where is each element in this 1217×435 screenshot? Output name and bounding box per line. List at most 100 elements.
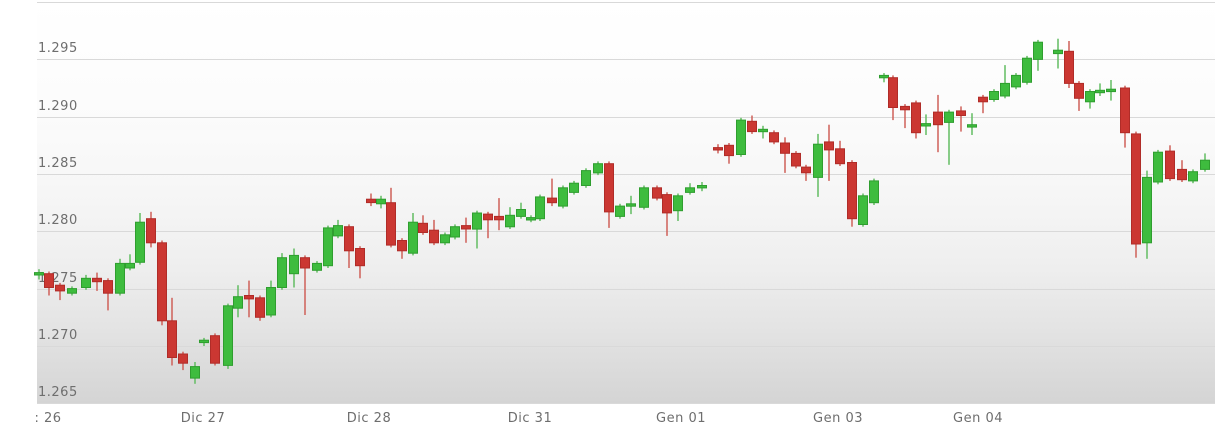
candle-up[interactable]: [813, 143, 823, 178]
candle-down[interactable]: [933, 111, 943, 126]
candle-down[interactable]: [146, 218, 156, 244]
candle-up[interactable]: [1153, 151, 1163, 183]
candle-up[interactable]: [135, 221, 145, 263]
candle-down[interactable]: [847, 162, 857, 220]
candle-down[interactable]: [978, 96, 988, 103]
candle-down[interactable]: [55, 284, 65, 292]
candle-up[interactable]: [758, 128, 768, 133]
candle-down[interactable]: [911, 102, 921, 134]
candle-up[interactable]: [1033, 41, 1043, 60]
candle-down[interactable]: [780, 142, 790, 154]
candle-up[interactable]: [593, 163, 603, 174]
candle-up[interactable]: [333, 225, 343, 237]
candle-down[interactable]: [747, 120, 757, 133]
candle-up[interactable]: [736, 119, 746, 155]
candle-up[interactable]: [869, 180, 879, 204]
candle-down[interactable]: [355, 248, 365, 267]
candle-up[interactable]: [516, 209, 526, 217]
candle-up[interactable]: [581, 170, 591, 187]
candle-up[interactable]: [639, 187, 649, 208]
candle-down[interactable]: [1131, 133, 1141, 245]
candle-up[interactable]: [277, 257, 287, 289]
candle-down[interactable]: [366, 198, 376, 204]
candle-down[interactable]: [662, 194, 672, 214]
candle-down[interactable]: [429, 229, 439, 244]
candle-down[interactable]: [1177, 168, 1187, 181]
candle-up[interactable]: [1200, 159, 1210, 170]
candle-up[interactable]: [944, 111, 954, 123]
candle-down[interactable]: [956, 110, 966, 117]
candle-down[interactable]: [791, 152, 801, 167]
candle-down[interactable]: [255, 297, 265, 318]
candle-down[interactable]: [418, 222, 428, 234]
candle-down[interactable]: [157, 242, 167, 322]
candle-up[interactable]: [67, 288, 77, 294]
candle-down[interactable]: [1165, 150, 1175, 180]
candle-down[interactable]: [835, 148, 845, 165]
candle-up[interactable]: [1188, 171, 1198, 182]
candle-up[interactable]: [376, 198, 386, 205]
candle-up[interactable]: [34, 272, 44, 276]
candle-up[interactable]: [967, 124, 977, 128]
candle-down[interactable]: [178, 353, 188, 364]
candle-down[interactable]: [92, 277, 102, 283]
candle-down[interactable]: [604, 163, 614, 213]
candle-up[interactable]: [535, 196, 545, 220]
candle-down[interactable]: [210, 335, 220, 364]
candle-up[interactable]: [450, 226, 460, 238]
candle-down[interactable]: [547, 197, 557, 204]
candle-down[interactable]: [397, 240, 407, 252]
candle-down[interactable]: [769, 132, 779, 143]
candle-up[interactable]: [921, 123, 931, 127]
candle-down[interactable]: [44, 273, 54, 289]
candle-up[interactable]: [615, 205, 625, 217]
candle-down[interactable]: [344, 226, 354, 252]
candle-down[interactable]: [103, 280, 113, 294]
candle-up[interactable]: [989, 91, 999, 100]
candle-up[interactable]: [685, 187, 695, 193]
candle-up[interactable]: [223, 305, 233, 366]
candle-up[interactable]: [440, 234, 450, 244]
candle-up[interactable]: [558, 187, 568, 207]
candle-down[interactable]: [167, 320, 177, 358]
candle-up[interactable]: [505, 214, 515, 228]
candle-down[interactable]: [244, 295, 254, 300]
candle-down[interactable]: [724, 144, 734, 157]
candle-up[interactable]: [1142, 176, 1152, 244]
candle-up[interactable]: [81, 277, 91, 288]
candle-up[interactable]: [1106, 88, 1116, 93]
candle-up[interactable]: [266, 287, 276, 316]
candle-down[interactable]: [483, 213, 493, 221]
candle-up[interactable]: [323, 227, 333, 267]
candle-down[interactable]: [801, 166, 811, 174]
candle-up[interactable]: [1095, 89, 1105, 94]
candle-up[interactable]: [115, 262, 125, 294]
candle-down[interactable]: [494, 215, 504, 221]
candle-up[interactable]: [526, 217, 536, 221]
candle-up[interactable]: [879, 74, 889, 79]
candle-up[interactable]: [673, 195, 683, 212]
candle-up[interactable]: [472, 212, 482, 230]
candle-up[interactable]: [233, 296, 243, 309]
candle-up[interactable]: [626, 203, 636, 207]
candle-down[interactable]: [1120, 87, 1130, 134]
candle-up[interactable]: [569, 182, 579, 193]
candle-up[interactable]: [697, 185, 707, 189]
candle-up[interactable]: [408, 221, 418, 254]
candle-down[interactable]: [824, 141, 834, 151]
candle-down[interactable]: [1064, 50, 1074, 84]
candle-up[interactable]: [858, 195, 868, 226]
candle-up[interactable]: [199, 339, 209, 344]
candle-down[interactable]: [900, 105, 910, 111]
candle-down[interactable]: [1074, 82, 1084, 99]
candle-down[interactable]: [461, 225, 471, 230]
candle-up[interactable]: [1053, 49, 1063, 55]
candle-up[interactable]: [190, 366, 200, 379]
candle-up[interactable]: [1011, 74, 1021, 88]
candle-down[interactable]: [386, 202, 396, 246]
candle-down[interactable]: [888, 77, 898, 108]
candle-up[interactable]: [125, 262, 135, 269]
candle-down[interactable]: [300, 257, 310, 269]
candle-up[interactable]: [1022, 57, 1032, 83]
